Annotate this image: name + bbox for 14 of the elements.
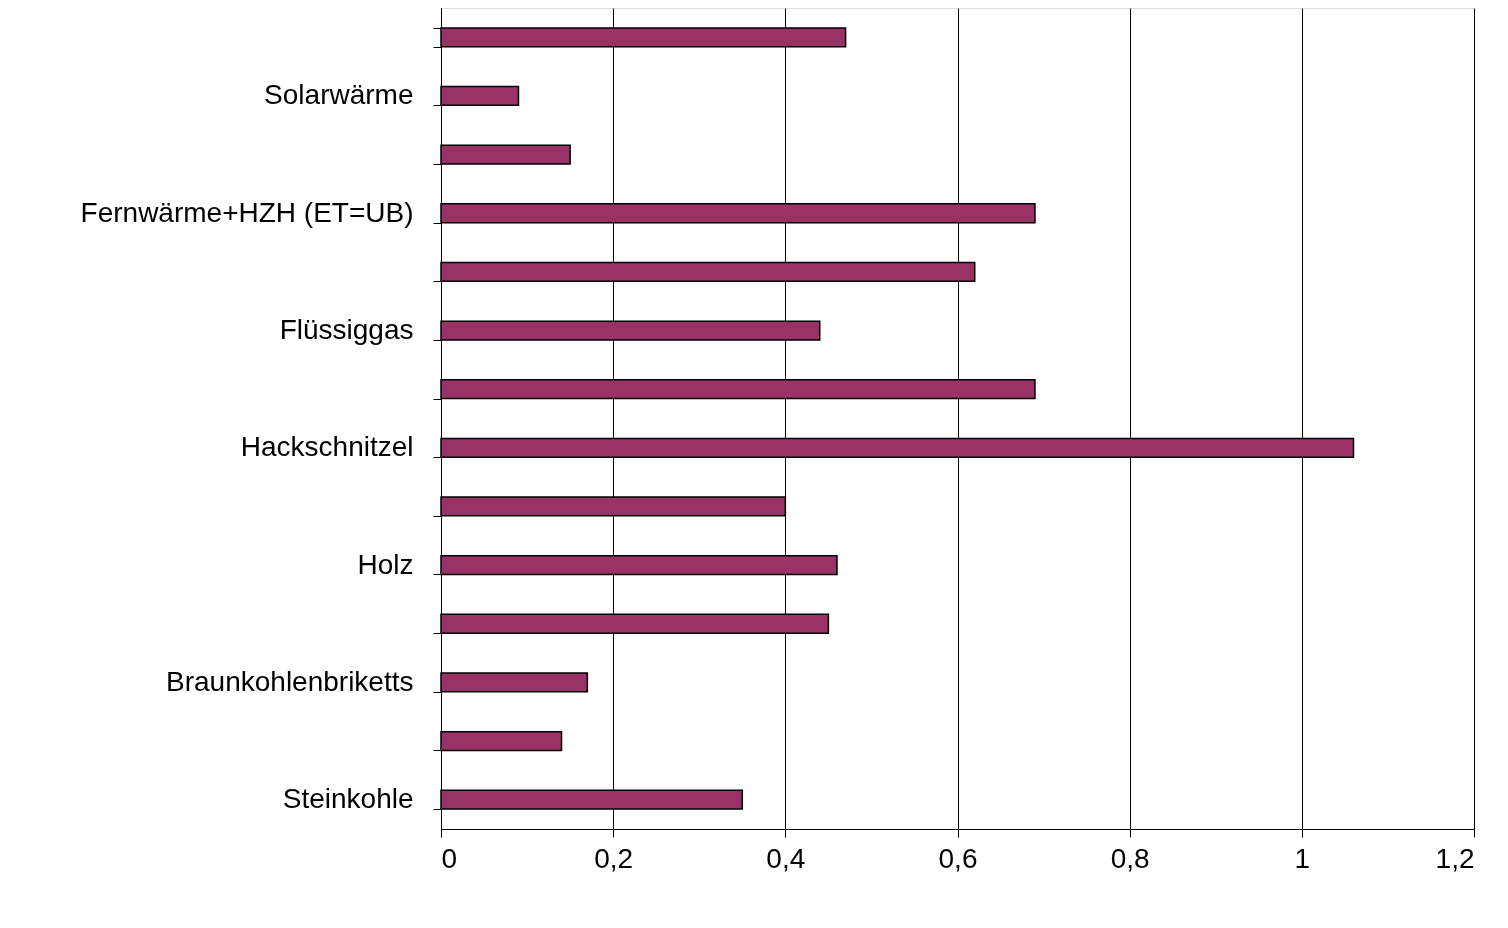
x-tick-label: 1 bbox=[1294, 842, 1311, 874]
x-tick-label: 0,2 bbox=[594, 842, 634, 874]
y-tick-label: Steinkohle bbox=[282, 783, 414, 815]
y-tick-label: Fernwärme+HZH (ET=UB) bbox=[80, 196, 414, 228]
x-tick-label: 0,4 bbox=[766, 842, 806, 874]
x-tick-label: 0 bbox=[441, 842, 458, 874]
y-tick-label: Hackschnitzel bbox=[240, 431, 414, 463]
y-tick-label: Flüssiggas bbox=[279, 314, 414, 346]
x-tick-label: 0,8 bbox=[1110, 842, 1150, 874]
y-tick-label: Braunkohlenbriketts bbox=[166, 665, 414, 697]
x-tick-label: 1,2 bbox=[1435, 842, 1475, 874]
y-tick-label: Holz bbox=[357, 548, 414, 580]
y-tick-label: Solarwärme bbox=[264, 79, 414, 111]
x-tick-label: 0,6 bbox=[938, 842, 978, 874]
